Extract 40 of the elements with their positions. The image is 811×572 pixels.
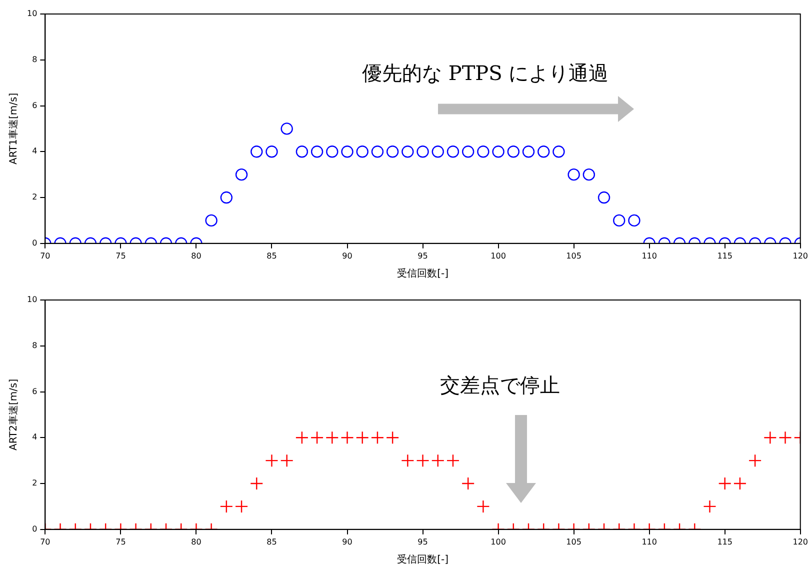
y-tick-label: 6 bbox=[32, 386, 38, 396]
x-tick-label: 70 bbox=[40, 537, 50, 546]
x-tick-label: 115 bbox=[717, 251, 732, 260]
y-tick-label: 10 bbox=[26, 9, 38, 18]
x-tick-label: 70 bbox=[40, 251, 50, 260]
y-tick-label: 8 bbox=[32, 340, 38, 350]
y-axis-title: ART2車速[m/s] bbox=[8, 378, 20, 451]
x-tick-label: 80 bbox=[191, 537, 202, 546]
x-tick-label: 110 bbox=[642, 251, 657, 260]
x-tick-label: 95 bbox=[418, 251, 428, 260]
y-tick-label: 0 bbox=[32, 524, 38, 534]
y-tick-label: 2 bbox=[32, 192, 38, 202]
x-tick-label: 105 bbox=[566, 251, 582, 260]
x-tick-label: 90 bbox=[342, 251, 352, 260]
x-tick-label: 75 bbox=[116, 537, 126, 546]
x-tick-label: 120 bbox=[792, 251, 808, 260]
x-tick-label: 85 bbox=[266, 537, 277, 546]
x-tick-label: 90 bbox=[342, 537, 352, 546]
y-axis-title: ART1車速[m/s] bbox=[8, 92, 20, 165]
x-tick-label: 85 bbox=[266, 251, 277, 260]
x-tick-label: 75 bbox=[116, 251, 126, 260]
y-tick-label: 10 bbox=[26, 295, 38, 304]
y-tick-label: 6 bbox=[32, 100, 38, 110]
x-tick-label: 100 bbox=[490, 251, 506, 260]
x-tick-label: 120 bbox=[792, 537, 808, 546]
annotation: 優先的な PTPS により通過 bbox=[362, 60, 609, 87]
x-axis-title: 受信回数[-] bbox=[397, 554, 449, 566]
y-tick-label: 0 bbox=[32, 238, 38, 248]
x-tick-label: 80 bbox=[191, 251, 202, 260]
x-tick-label: 95 bbox=[418, 537, 428, 546]
x-tick-label: 105 bbox=[566, 537, 582, 546]
x-tick-label: 100 bbox=[490, 537, 506, 546]
y-tick-label: 4 bbox=[32, 432, 38, 442]
y-tick-label: 2 bbox=[32, 478, 38, 488]
y-tick-label: 4 bbox=[32, 146, 38, 156]
x-tick-label: 115 bbox=[717, 537, 732, 546]
x-axis-title: 受信回数[-] bbox=[397, 268, 449, 280]
y-tick-label: 8 bbox=[32, 54, 38, 64]
x-tick-label: 110 bbox=[642, 537, 657, 546]
annotation: 交差点で停止 bbox=[440, 372, 560, 399]
